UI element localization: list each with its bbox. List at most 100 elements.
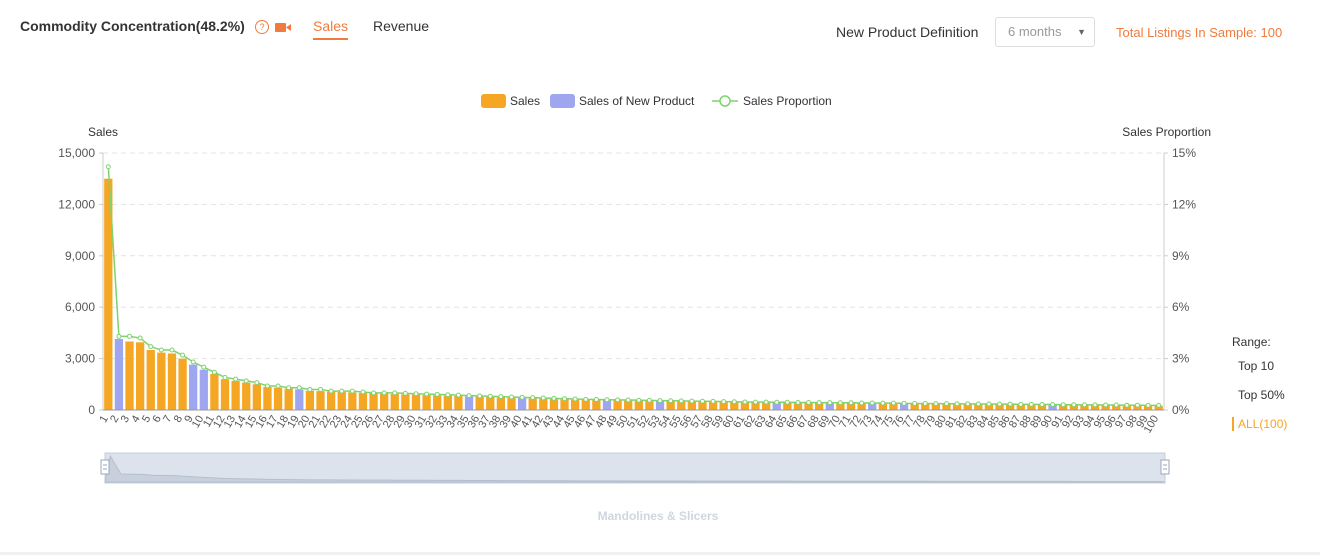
bar-sales[interactable]: [581, 399, 590, 410]
bar-new-product[interactable]: [772, 402, 781, 410]
proportion-point[interactable]: [869, 400, 875, 406]
bar-sales[interactable]: [793, 402, 803, 410]
proportion-point[interactable]: [912, 400, 918, 406]
proportion-point[interactable]: [965, 401, 971, 407]
bar-sales[interactable]: [210, 374, 219, 410]
bar-sales[interactable]: [624, 400, 633, 410]
proportion-point[interactable]: [604, 397, 610, 403]
proportion-point[interactable]: [519, 394, 525, 400]
proportion-point[interactable]: [997, 401, 1003, 407]
bar-sales[interactable]: [337, 392, 346, 410]
bar-sales[interactable]: [443, 395, 452, 410]
help-icon[interactable]: ?: [255, 20, 269, 34]
legend-item-new-product[interactable]: Sales of New Product: [550, 94, 695, 108]
bar-sales[interactable]: [146, 350, 155, 410]
bar-sales[interactable]: [284, 388, 293, 410]
video-icon[interactable]: [275, 22, 291, 33]
bar-sales[interactable]: [857, 403, 866, 410]
proportion-point[interactable]: [466, 393, 472, 399]
bar-sales[interactable]: [942, 404, 951, 410]
proportion-point[interactable]: [508, 394, 514, 400]
bar-sales[interactable]: [963, 404, 972, 410]
bar-sales[interactable]: [984, 404, 994, 410]
proportion-point[interactable]: [1018, 401, 1024, 407]
proportion-point[interactable]: [901, 400, 907, 406]
proportion-point[interactable]: [180, 352, 186, 358]
bar-sales[interactable]: [358, 392, 368, 410]
proportion-point[interactable]: [1134, 402, 1140, 408]
bar-new-product[interactable]: [655, 401, 665, 410]
proportion-point[interactable]: [1071, 402, 1077, 408]
proportion-point[interactable]: [371, 390, 377, 396]
tab-revenue[interactable]: Revenue: [373, 18, 430, 34]
bar-sales[interactable]: [1016, 404, 1025, 410]
proportion-point[interactable]: [668, 398, 674, 404]
bar-sales[interactable]: [167, 353, 177, 410]
proportion-point[interactable]: [721, 399, 727, 405]
bar-sales[interactable]: [454, 395, 463, 410]
bar-sales[interactable]: [326, 391, 336, 411]
proportion-point[interactable]: [657, 398, 663, 404]
bar-sales[interactable]: [369, 393, 378, 410]
bar-sales[interactable]: [1080, 405, 1089, 410]
proportion-point[interactable]: [445, 392, 451, 398]
bar-sales[interactable]: [974, 404, 983, 410]
proportion-point[interactable]: [137, 335, 143, 341]
bar-sales[interactable]: [815, 402, 824, 410]
bar-sales[interactable]: [305, 390, 315, 410]
bar-sales[interactable]: [931, 403, 941, 410]
bar-sales[interactable]: [539, 398, 548, 410]
bar-sales[interactable]: [1069, 405, 1078, 410]
proportion-point[interactable]: [562, 396, 568, 402]
proportion-point[interactable]: [1113, 402, 1119, 408]
proportion-point[interactable]: [233, 376, 239, 382]
proportion-point[interactable]: [954, 401, 960, 407]
bar-sales[interactable]: [528, 398, 537, 410]
proportion-point[interactable]: [1050, 402, 1056, 408]
proportion-point[interactable]: [646, 397, 652, 403]
proportion-point[interactable]: [530, 395, 536, 401]
bar-sales[interactable]: [952, 404, 962, 410]
bar-sales[interactable]: [1122, 405, 1132, 410]
bar-sales[interactable]: [486, 396, 495, 410]
bar-sales[interactable]: [836, 403, 845, 410]
bar-new-product[interactable]: [899, 403, 909, 410]
bar-new-product[interactable]: [1048, 404, 1057, 410]
bar-sales[interactable]: [783, 402, 792, 410]
proportion-point[interactable]: [699, 398, 705, 404]
proportion-point[interactable]: [1124, 402, 1130, 408]
proportion-point[interactable]: [1145, 402, 1151, 408]
bar-new-product[interactable]: [868, 403, 877, 410]
proportion-point[interactable]: [201, 364, 207, 370]
proportion-point[interactable]: [296, 385, 302, 391]
proportion-point[interactable]: [774, 399, 780, 405]
proportion-point[interactable]: [127, 333, 133, 339]
proportion-point[interactable]: [190, 359, 196, 365]
proportion-point[interactable]: [264, 383, 270, 389]
bar-sales[interactable]: [136, 342, 145, 410]
bar-sales[interactable]: [231, 380, 240, 410]
bar-sales[interactable]: [719, 402, 728, 410]
bar-sales[interactable]: [1112, 405, 1121, 410]
bar-sales[interactable]: [995, 404, 1004, 410]
bar-sales[interactable]: [592, 400, 601, 410]
proportion-point[interactable]: [434, 391, 440, 397]
bar-sales[interactable]: [433, 395, 442, 410]
bar-sales[interactable]: [804, 402, 813, 410]
bar-sales[interactable]: [560, 399, 569, 410]
tab-sales[interactable]: Sales: [313, 18, 349, 40]
proportion-point[interactable]: [784, 399, 790, 405]
bar-sales[interactable]: [263, 386, 272, 410]
proportion-point[interactable]: [753, 399, 759, 405]
proportion-point[interactable]: [583, 396, 589, 402]
bar-sales[interactable]: [1059, 404, 1068, 410]
proportion-point[interactable]: [806, 399, 812, 405]
proportion-point[interactable]: [211, 369, 217, 375]
proportion-point[interactable]: [307, 386, 313, 392]
proportion-point[interactable]: [816, 400, 822, 406]
range-option-top10[interactable]: Top 10: [1238, 359, 1275, 373]
bar-sales[interactable]: [1006, 404, 1015, 410]
proportion-point[interactable]: [636, 397, 642, 403]
zoom-track[interactable]: [104, 452, 1166, 484]
bar-sales[interactable]: [1037, 404, 1047, 410]
